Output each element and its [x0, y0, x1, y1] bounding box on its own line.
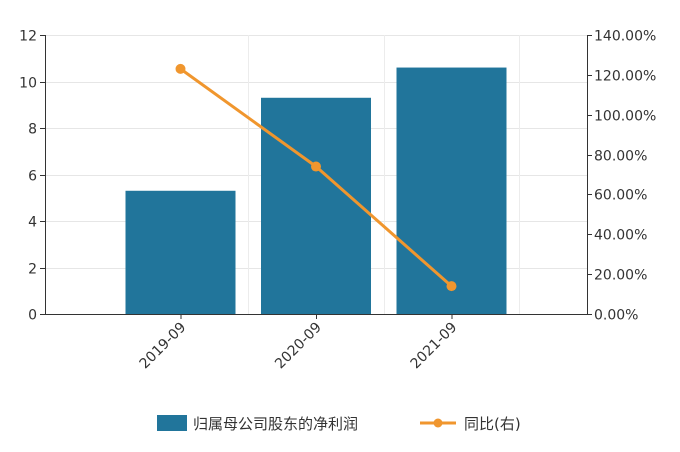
left-tick-label: 6	[28, 169, 37, 185]
bar-series	[125, 67, 507, 315]
left-tick-label: 12	[19, 29, 37, 45]
right-tick-label: 0.00%	[594, 308, 638, 324]
right-tick-label: 100.00%	[594, 109, 656, 125]
right-tick-label: 120.00%	[594, 69, 656, 85]
left-tick-label: 2	[28, 262, 37, 278]
x-tick-label-2019-09: 2019-09	[137, 320, 190, 373]
right-tick-label: 140.00%	[594, 29, 656, 45]
left-tick-label: 8	[28, 122, 37, 138]
left-tick-label: 0	[28, 308, 37, 324]
x-axis-ticks: 2019-09 2020-09 2021-09	[137, 314, 461, 373]
line-series	[175, 63, 457, 292]
right-tick-label: 20.00%	[594, 268, 647, 284]
bar-2020-09	[261, 97, 371, 315]
x-tick-label-2021-09: 2021-09	[408, 320, 461, 373]
legend-bar-label: 归属母公司股东的净利润	[193, 415, 358, 433]
legend-bar-swatch	[157, 415, 187, 431]
bar-2021-09	[396, 67, 507, 314]
legend-line-marker	[433, 418, 443, 428]
legend: 归属母公司股东的净利润 同比(右)	[157, 415, 521, 433]
right-tick-label: 40.00%	[594, 228, 647, 244]
x-tick-label-2020-09: 2020-09	[272, 320, 325, 373]
left-tick-label: 4	[28, 215, 37, 231]
right-tick-label: 80.00%	[594, 149, 647, 165]
yoy-point-2019-09	[175, 63, 186, 74]
legend-line-label: 同比(右)	[464, 415, 521, 433]
yoy-point-2020-09	[311, 161, 321, 172]
right-tick-label: 60.00%	[594, 188, 647, 204]
left-axis-ticks: 0 2 4 6 8 10 12	[19, 29, 45, 324]
yoy-point-2021-09	[446, 281, 457, 292]
right-axis-ticks: 0.00% 20.00% 40.00% 60.00% 80.00% 100.00% 120.…	[587, 29, 656, 324]
left-tick-label: 10	[19, 76, 37, 92]
bar-2019-09	[125, 190, 236, 314]
